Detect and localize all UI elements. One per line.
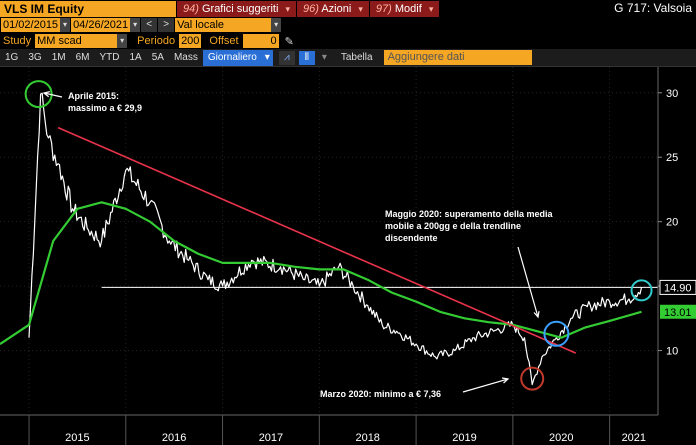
last-price-marker-circle: [630, 279, 653, 302]
range-6m[interactable]: 6M: [75, 51, 90, 63]
chevron-down-icon[interactable]: ▾: [261, 49, 273, 66]
ma-series-line: [0, 201, 642, 346]
menu-label: Azioni: [321, 2, 352, 15]
menu-number: 94): [183, 2, 199, 15]
price-chart[interactable]: 1015202530 2015201620172018201920202021 …: [0, 67, 696, 445]
max-marker-circle: [24, 80, 53, 109]
annotation-text: massimo a € 29,9: [68, 103, 142, 113]
range-toolbar: 1G 3G 1M 6M YTD 1A 5A Mass Giornaliero ▾…: [0, 49, 696, 67]
study-select[interactable]: MM scad: [35, 34, 118, 48]
menu-number: 97): [375, 2, 392, 15]
annotation-text: Marzo 2020: minimo a € 7,36: [320, 389, 441, 399]
range-1g[interactable]: 1G: [5, 51, 19, 63]
bar-chart-icon[interactable]: ⫴: [298, 50, 315, 65]
x-tick-label: 2015: [65, 432, 89, 444]
chart-id: G 717: Valsoia: [614, 1, 692, 15]
annotation-text: Aprile 2015:: [68, 91, 119, 101]
y-tick-label: 30: [666, 88, 678, 100]
menu-suggested-charts[interactable]: 94) Grafici suggeriti ▾: [177, 0, 296, 17]
top-toolbar: VLS IM Equity 94) Grafici suggeriti ▾ 96…: [0, 0, 696, 17]
currency-select[interactable]: Val locale: [175, 18, 272, 32]
menu-actions[interactable]: 96) Azioni ▾: [296, 0, 369, 17]
range-3g[interactable]: 3G: [28, 51, 42, 63]
x-tick-label: 2016: [162, 432, 186, 444]
y-tick-label: 10: [666, 346, 678, 358]
annotation-arrow: [462, 378, 509, 393]
annotation-arrow: [43, 92, 63, 98]
x-tick-label: 2017: [259, 432, 283, 444]
arrow-right-icon[interactable]: >: [158, 18, 175, 32]
chart-grid: [0, 67, 658, 415]
range-5a[interactable]: 5A: [151, 51, 164, 63]
line-chart-icon[interactable]: ⩘: [278, 50, 295, 65]
x-tick-label: 2018: [355, 432, 379, 444]
arrowhead-icon: [501, 377, 510, 384]
offset-label: Offset: [209, 35, 239, 47]
range-ytd[interactable]: YTD: [99, 51, 120, 63]
caret-down-icon: ▾: [358, 3, 363, 14]
arrowhead-icon: [533, 310, 540, 319]
y-tick-label: 20: [666, 217, 678, 229]
table-button[interactable]: Tabella: [340, 51, 373, 63]
last-price-tag: [659, 279, 696, 295]
annotation-text: mobile a 200gg e della trendline: [385, 221, 521, 231]
arrowhead-icon: [42, 91, 50, 98]
chevron-down-icon[interactable]: ▾: [321, 51, 327, 63]
offset-field[interactable]: 0: [242, 34, 279, 48]
range-1a[interactable]: 1A: [129, 51, 142, 63]
chart-series: [0, 92, 658, 386]
range-1m[interactable]: 1M: [51, 51, 66, 63]
y-tick-label: 25: [666, 152, 678, 164]
start-date-field[interactable]: 01/02/2015: [1, 18, 61, 32]
x-axis: 2015 2016 2017 2018 2019 2020 2021: [0, 414, 658, 445]
annotation-text: Maggio 2020: superamento della media: [385, 209, 554, 219]
menu-label: Modif: [394, 2, 422, 15]
period-label: Periodo: [137, 35, 176, 47]
min-marker-circle: [520, 366, 545, 391]
annotation-text: discendente: [385, 233, 438, 243]
study-label: Study: [3, 35, 32, 47]
menu-label: Grafici suggeriti: [201, 2, 279, 15]
x-tick-label: 2019: [452, 432, 476, 444]
calendar-dropdown-icon[interactable]: ▾: [60, 18, 71, 32]
breakout-marker-circle: [543, 320, 570, 347]
caret-down-icon: ▾: [285, 3, 290, 14]
price-tags: 14.90 13.01: [659, 279, 696, 319]
x-tick-label: 2020: [549, 432, 573, 444]
end-date-field[interactable]: 04/26/2021: [71, 18, 131, 32]
caret-down-icon: ▾: [428, 3, 434, 14]
x-tick-label: 2021: [622, 432, 646, 444]
study-toolbar: Study MM scad ▾ Periodo 200 Offset 0 ✎: [0, 33, 696, 49]
date-toolbar: 01/02/2015 ▾ 04/26/2021 ▾ < > Val locale…: [0, 17, 696, 33]
range-mass[interactable]: Mass: [173, 51, 198, 63]
chevron-down-icon[interactable]: ▾: [271, 18, 282, 32]
annotation-arrow: [517, 246, 539, 318]
frequency-select[interactable]: Giornaliero: [202, 49, 262, 66]
menu-edit[interactable]: 97) Modif ▾: [369, 0, 440, 17]
last-price-label: 14.90: [664, 282, 692, 294]
pencil-icon[interactable]: ✎: [284, 35, 294, 48]
last-ma-label: 13.01: [664, 307, 692, 319]
period-field[interactable]: 200: [179, 34, 202, 48]
trend-series-line: [57, 126, 577, 354]
chart-markers: [24, 80, 653, 391]
calendar-dropdown-icon[interactable]: ▾: [130, 18, 141, 32]
chevron-down-icon[interactable]: ▾: [117, 34, 128, 48]
chart-annotations: Aprile 2015: massimo a € 29,9 Maggio 2020:…: [42, 91, 554, 399]
arrow-left-icon[interactable]: <: [141, 18, 158, 32]
menu-number: 96): [302, 2, 319, 15]
ticker-field[interactable]: VLS IM Equity: [0, 0, 176, 17]
add-data-input[interactable]: Aggiungere dati: [383, 50, 532, 65]
last-ma-tag: [660, 304, 696, 319]
y-axis: 1015202530: [657, 67, 678, 415]
